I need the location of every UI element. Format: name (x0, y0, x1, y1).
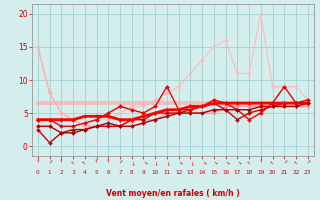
Text: ↑: ↑ (117, 159, 123, 165)
Text: ↑: ↑ (94, 159, 99, 164)
Text: ↑: ↑ (188, 159, 193, 164)
Text: ↑: ↑ (246, 159, 252, 165)
Text: ↑: ↑ (153, 159, 157, 164)
Text: ↑: ↑ (304, 159, 311, 165)
Text: ↑: ↑ (165, 159, 169, 164)
Text: ↑: ↑ (234, 159, 241, 165)
Text: ↑: ↑ (140, 159, 147, 165)
Text: ↑: ↑ (59, 159, 64, 164)
Text: ↑: ↑ (259, 159, 263, 164)
Text: ↑: ↑ (106, 159, 110, 164)
Text: ↑: ↑ (281, 159, 288, 165)
Text: ↑: ↑ (199, 159, 205, 165)
Text: ↑: ↑ (36, 159, 40, 164)
Text: ↑: ↑ (70, 159, 76, 165)
Text: ↑: ↑ (211, 159, 217, 165)
Text: ↑: ↑ (293, 159, 299, 165)
X-axis label: Vent moyen/en rafales ( km/h ): Vent moyen/en rafales ( km/h ) (106, 189, 240, 198)
Text: ↑: ↑ (269, 159, 276, 165)
Text: ↑: ↑ (130, 159, 134, 164)
Text: ↑: ↑ (222, 159, 229, 165)
Text: ↑: ↑ (46, 159, 53, 165)
Text: ↑: ↑ (175, 159, 182, 165)
Text: ↑: ↑ (82, 159, 88, 165)
